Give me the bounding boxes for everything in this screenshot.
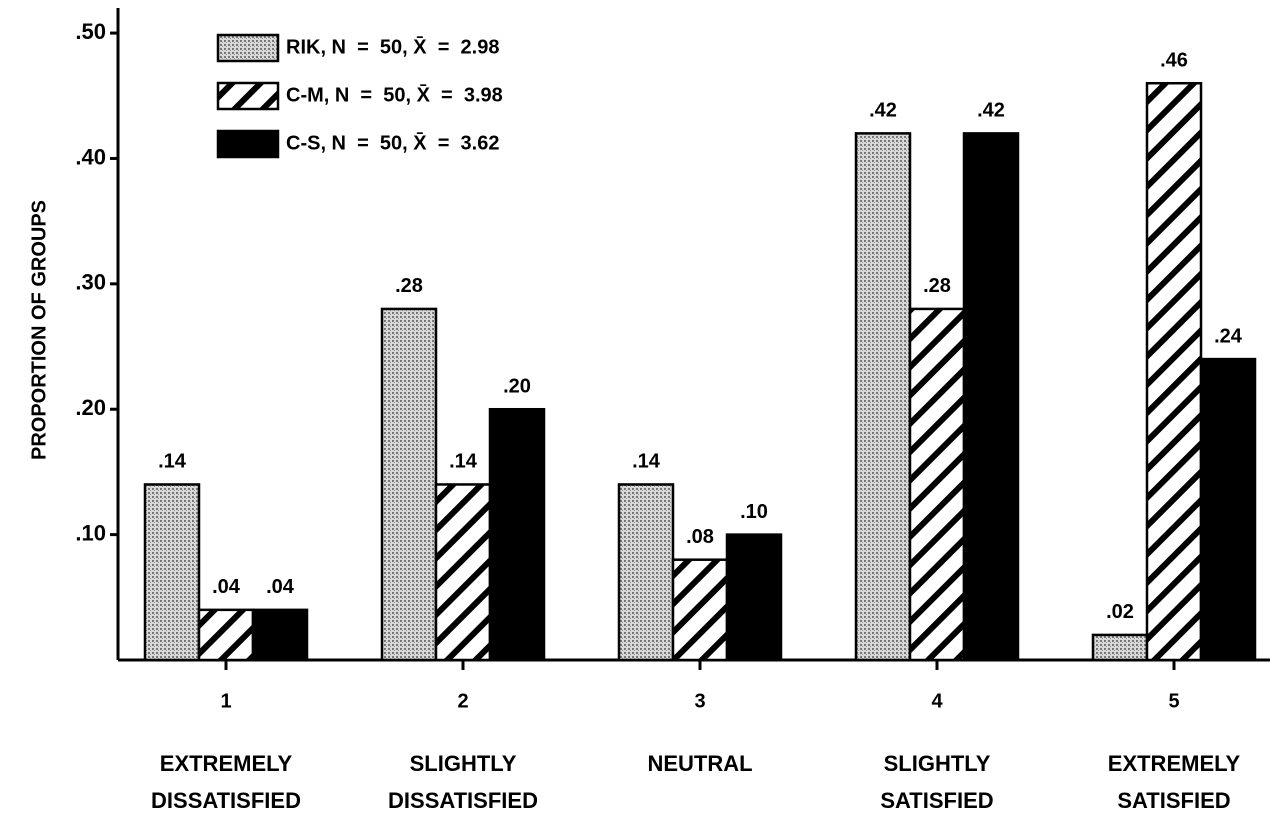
value-label: .20 (503, 376, 531, 398)
x-tick-label: 5 (1168, 690, 1179, 712)
bar (671, 558, 729, 662)
category-description: SLIGHTLY (410, 751, 517, 776)
value-label: .10 (740, 501, 768, 523)
bar (488, 407, 546, 662)
category-description: DISSATISFIED (151, 788, 301, 813)
legend-swatch (216, 81, 280, 111)
value-label: .42 (977, 100, 1005, 122)
category-description: SLIGHTLY (884, 751, 991, 776)
value-label: .04 (266, 576, 295, 598)
value-label: .28 (923, 275, 951, 297)
bar (725, 533, 783, 662)
category-description: SATISFIED (1117, 788, 1230, 813)
category-description: EXTREMELY (160, 751, 293, 776)
legend-swatch (216, 129, 280, 159)
x-tick-label: 2 (457, 690, 468, 712)
legend-label: RIK, N = 50, X̄ = 2.98 (286, 36, 499, 58)
x-tick-label: 4 (931, 690, 943, 712)
category-description: SATISFIED (880, 788, 993, 813)
bar (251, 608, 309, 662)
bar (380, 307, 438, 662)
category-description: NEUTRAL (647, 751, 752, 776)
bar (1199, 357, 1257, 662)
bar (908, 307, 966, 662)
value-label: .08 (686, 526, 714, 548)
category-description: EXTREMELY (1108, 751, 1241, 776)
bar (962, 132, 1020, 662)
value-label: .02 (1106, 601, 1134, 623)
value-label: .04 (212, 576, 241, 598)
bar (1091, 633, 1149, 662)
y-tick-label: .50 (75, 19, 106, 44)
x-tick-label: 1 (220, 690, 231, 712)
y-tick-label: .10 (75, 520, 106, 545)
value-label: .14 (449, 451, 478, 473)
category-description: DISSATISFIED (388, 788, 538, 813)
value-label: .14 (632, 451, 661, 473)
bar (197, 608, 255, 662)
bar (854, 132, 912, 662)
bar (434, 483, 492, 662)
value-label: .24 (1214, 325, 1243, 347)
y-tick-label: .30 (75, 270, 106, 295)
value-label: .42 (869, 100, 897, 122)
y-axis-label: PROPORTION OF GROUPS (28, 200, 50, 460)
y-tick-label: .20 (75, 395, 106, 420)
legend-label: C-S, N = 50, X̄ = 3.62 (286, 132, 499, 154)
bar (143, 483, 201, 662)
x-tick-label: 3 (694, 690, 705, 712)
value-label: .28 (395, 275, 423, 297)
legend-label: C-M, N = 50, X̄ = 3.98 (286, 84, 503, 106)
value-label: .14 (158, 451, 187, 473)
y-tick-label: .40 (75, 144, 106, 169)
bar (1145, 81, 1203, 662)
bar (617, 483, 675, 662)
legend-swatch (216, 33, 280, 63)
value-label: .46 (1160, 50, 1188, 72)
